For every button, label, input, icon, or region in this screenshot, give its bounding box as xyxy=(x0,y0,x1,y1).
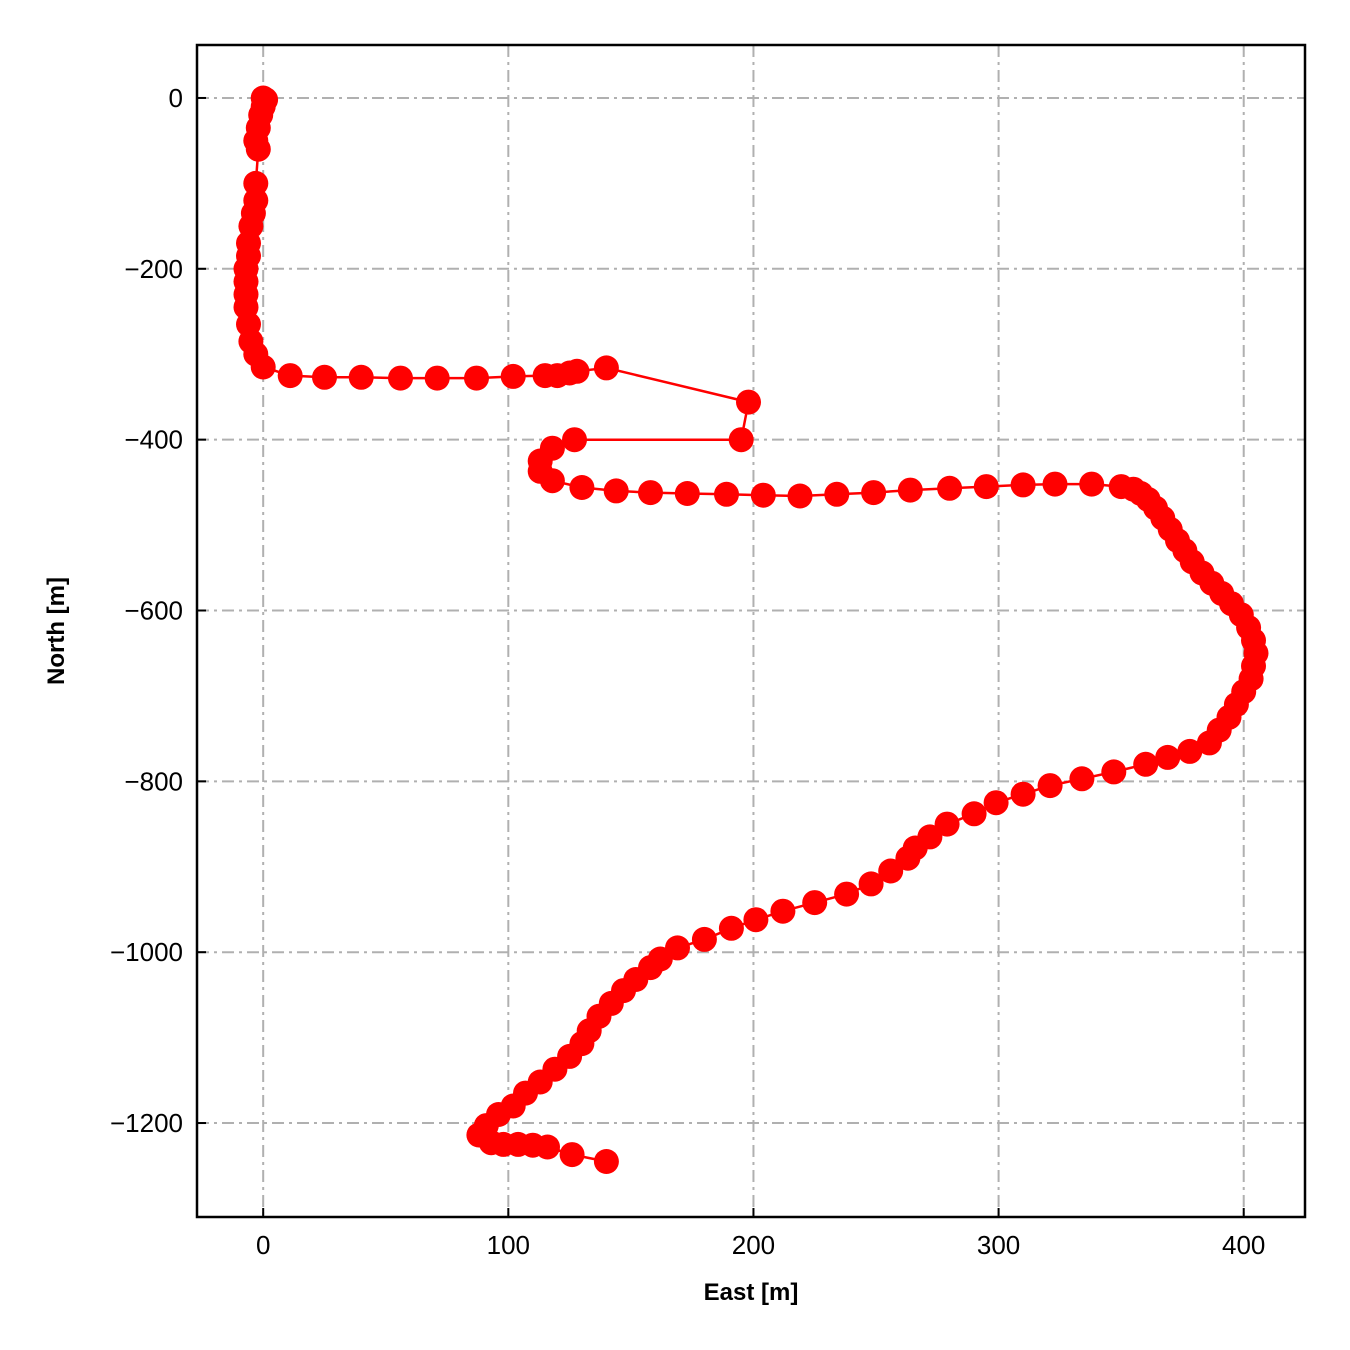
x-tick-label: 400 xyxy=(1222,1230,1265,1260)
data-point xyxy=(770,898,796,924)
data-point xyxy=(714,481,739,507)
y-tick-label: −400 xyxy=(124,425,183,455)
data-point xyxy=(861,480,887,506)
data-point xyxy=(424,365,450,391)
data-point xyxy=(858,871,884,897)
data-point xyxy=(834,881,860,907)
x-tick-label: 0 xyxy=(256,1230,270,1260)
data-point xyxy=(934,811,960,837)
data-point xyxy=(1037,773,1063,799)
data-point xyxy=(1010,472,1036,498)
plot-background xyxy=(197,45,1305,1217)
data-point xyxy=(1010,781,1036,807)
plot-frame xyxy=(195,43,1307,1219)
data-point xyxy=(500,363,526,389)
data-point xyxy=(983,790,1009,816)
data-point xyxy=(878,858,904,884)
data-point xyxy=(539,468,565,494)
data-point xyxy=(1101,759,1127,785)
axis-ticks: 0 100 200 300 400 0 −200 −400 −600 −800 −1000 −1200 xyxy=(110,83,1265,1260)
data-point xyxy=(562,427,587,453)
data-point xyxy=(638,480,663,506)
data-point xyxy=(603,478,629,504)
data-point xyxy=(691,926,717,952)
data-point xyxy=(1133,751,1159,777)
data-point xyxy=(1069,766,1095,792)
y-tick-label: −1200 xyxy=(110,1108,183,1138)
data-point xyxy=(750,482,776,508)
x-tick-label: 300 xyxy=(977,1230,1020,1260)
data-point xyxy=(1177,738,1203,764)
data-point xyxy=(593,355,619,381)
y-tick-label: 0 xyxy=(169,83,183,113)
data-point xyxy=(593,1149,619,1174)
y-tick-label: −1000 xyxy=(110,937,183,967)
y-axis-title: North [m] xyxy=(43,577,70,685)
data-point xyxy=(802,890,828,916)
data-point xyxy=(895,845,921,871)
data-point xyxy=(1079,471,1105,497)
data-point xyxy=(728,427,754,453)
data-point xyxy=(787,483,813,509)
x-axis-title: East [m] xyxy=(704,1279,799,1306)
data-point xyxy=(243,170,269,196)
data-point xyxy=(277,363,303,389)
y-tick-label: −800 xyxy=(124,766,183,796)
data-point xyxy=(464,365,489,391)
data-point xyxy=(736,389,761,415)
data-point xyxy=(1042,471,1068,497)
x-tick-label: 100 xyxy=(487,1230,530,1260)
data-point xyxy=(564,358,590,384)
data-point xyxy=(937,475,963,501)
data-point xyxy=(743,907,769,933)
data-point xyxy=(348,364,374,390)
y-tick-label: −200 xyxy=(124,254,183,284)
data-point xyxy=(674,481,700,506)
data-point xyxy=(250,354,276,380)
data-point xyxy=(559,1142,585,1168)
data-point xyxy=(312,364,337,390)
data-point xyxy=(245,136,271,162)
data-point xyxy=(897,477,923,503)
data-point xyxy=(1155,744,1181,770)
y-tick-label: −600 xyxy=(124,595,183,625)
data-point xyxy=(388,365,413,391)
data-point xyxy=(569,475,595,500)
trajectory-markers xyxy=(233,85,1269,1174)
x-tick-label: 200 xyxy=(732,1230,775,1260)
data-point xyxy=(824,481,850,507)
data-point xyxy=(961,801,987,827)
data-point xyxy=(718,915,744,941)
data-point xyxy=(535,1134,560,1160)
data-point xyxy=(973,474,999,500)
data-point xyxy=(1196,730,1222,756)
